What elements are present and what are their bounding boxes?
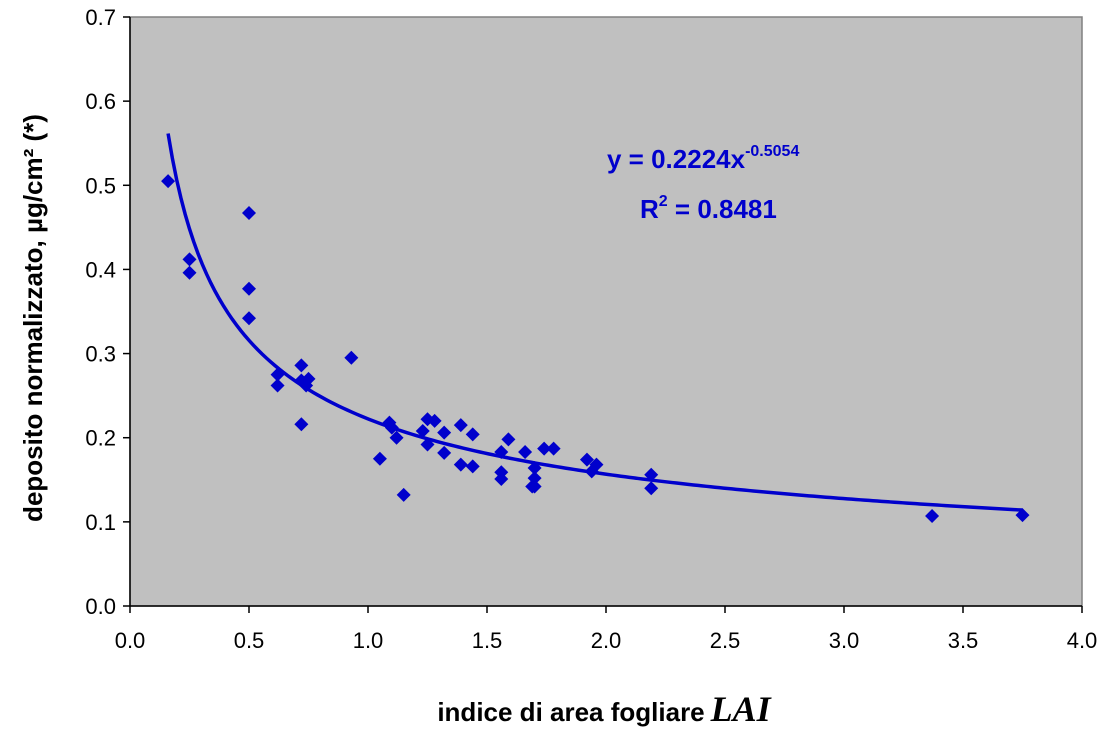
x-tick-label: 2.0 — [591, 628, 622, 653]
data-point — [242, 206, 256, 221]
y-tick-label: 0.6 — [85, 89, 116, 114]
data-point — [389, 430, 404, 445]
y-tick-label: 0.2 — [85, 426, 116, 451]
y-tick-label: 0.1 — [85, 510, 116, 535]
data-point — [182, 265, 197, 280]
axis-layer: 0.0 0.5 1.0 1.5 2.0 2.5 3.0 3.5 4.0 0.0 0.1 0.2 0.3 0… — [85, 5, 1097, 653]
x-tick-label: 3.5 — [948, 628, 979, 653]
data-point — [518, 445, 533, 460]
marker-layer — [161, 174, 1030, 523]
data-point — [182, 252, 197, 267]
data-point — [546, 441, 561, 456]
data-point — [427, 413, 442, 428]
y-tick-label: 0.4 — [85, 257, 116, 282]
data-point — [501, 432, 516, 447]
y-tick-label: 0.7 — [85, 5, 116, 30]
data-point — [494, 471, 509, 486]
y-tick-label: 0.3 — [85, 342, 116, 367]
data-point — [465, 459, 480, 474]
r-squared-label: R2 = 0.8481 — [640, 193, 777, 224]
data-point — [372, 451, 387, 466]
data-point — [384, 420, 399, 435]
plot-area — [129, 16, 1083, 607]
y-tick-label: 0.5 — [85, 173, 116, 198]
data-point — [161, 174, 176, 189]
y-axis-title: deposito normalizzato, µg/cm² (*) — [18, 114, 48, 522]
x-tick-label: 1.5 — [472, 628, 503, 653]
data-point — [644, 467, 659, 482]
data-point — [437, 425, 452, 440]
data-point — [294, 417, 309, 432]
data-point — [644, 481, 659, 496]
x-axis-title: indice di area fogliare LAI — [437, 689, 772, 729]
data-point — [415, 423, 430, 438]
trendline-equation: y = 0.2224x-0.5054 — [607, 143, 799, 174]
x-tick-label: 4.0 — [1067, 628, 1098, 653]
y-tick-label: 0.0 — [85, 594, 116, 619]
x-tick-label: 0.0 — [115, 628, 146, 653]
data-point — [420, 437, 435, 452]
data-point — [494, 445, 509, 460]
data-point — [294, 358, 309, 373]
data-point — [1015, 508, 1030, 523]
x-tick-label: 3.0 — [829, 628, 860, 653]
data-point — [301, 371, 316, 386]
data-point — [925, 508, 940, 523]
data-point — [453, 418, 468, 433]
data-point — [453, 457, 468, 472]
data-point — [527, 471, 542, 486]
data-point — [270, 378, 285, 393]
x-tick-label: 0.5 — [234, 628, 265, 653]
x-tick-label: 2.5 — [710, 628, 741, 653]
data-point — [344, 350, 359, 365]
data-point — [396, 487, 411, 502]
data-point — [579, 452, 594, 467]
data-point — [537, 441, 552, 456]
data-point — [465, 427, 480, 442]
data-point — [589, 457, 604, 472]
x-tick-label: 1.0 — [353, 628, 384, 653]
data-point — [437, 445, 452, 460]
data-point — [527, 479, 542, 494]
data-point — [527, 461, 542, 476]
data-point — [270, 367, 285, 382]
data-point — [242, 311, 256, 326]
data-point — [242, 281, 256, 296]
